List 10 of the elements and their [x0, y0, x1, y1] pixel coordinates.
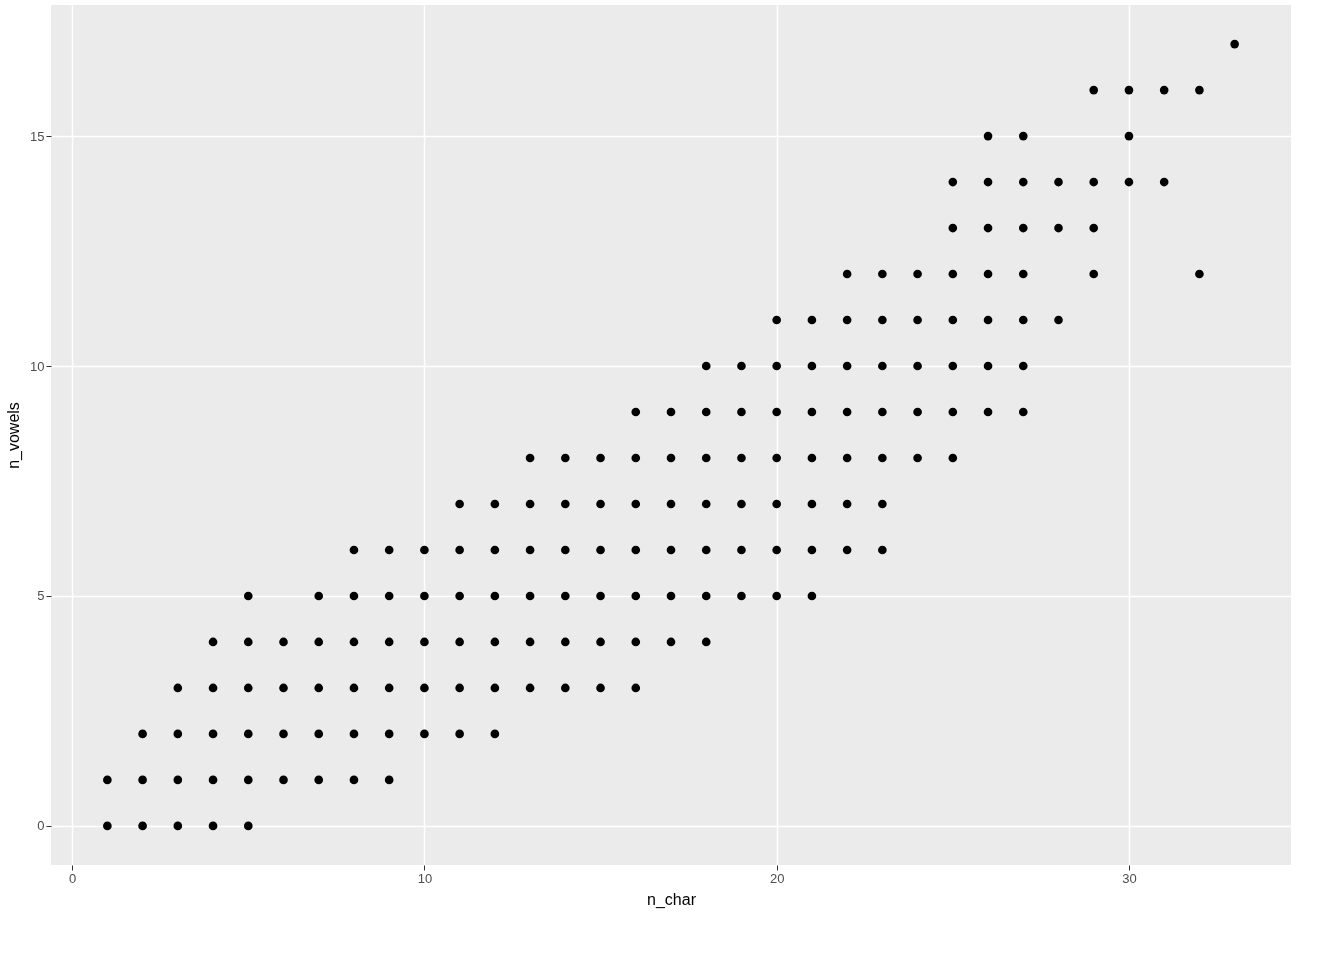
x-tick-label: 10 — [417, 870, 433, 886]
y-tick-label: 15 — [30, 128, 45, 144]
x-axis-title: n_char — [647, 890, 697, 909]
x-tick-label: 20 — [769, 870, 785, 886]
y-tick-label: 0 — [37, 818, 45, 834]
y-tick-label: 5 — [37, 588, 45, 604]
x-tick-label: 30 — [1122, 870, 1137, 886]
y-tick-label: 10 — [30, 358, 45, 374]
y-axis-title: n_vowels — [5, 402, 24, 469]
x-tick-label: 0 — [69, 870, 77, 886]
